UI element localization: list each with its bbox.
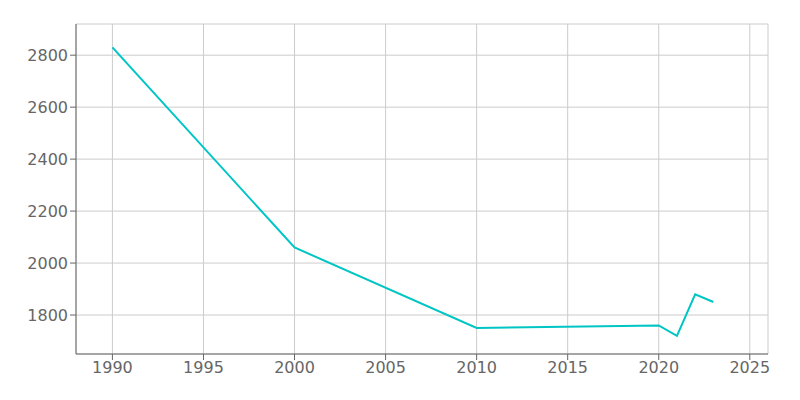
svg-text:1995: 1995	[183, 358, 224, 377]
svg-text:2015: 2015	[547, 358, 588, 377]
svg-text:2010: 2010	[456, 358, 497, 377]
svg-text:2600: 2600	[27, 98, 68, 117]
svg-text:2000: 2000	[274, 358, 315, 377]
svg-text:2005: 2005	[365, 358, 406, 377]
svg-text:2025: 2025	[729, 358, 770, 377]
svg-text:1800: 1800	[27, 306, 68, 325]
svg-text:1990: 1990	[92, 358, 133, 377]
svg-text:2400: 2400	[27, 150, 68, 169]
svg-text:2020: 2020	[638, 358, 679, 377]
svg-text:2000: 2000	[27, 254, 68, 273]
svg-text:2200: 2200	[27, 202, 68, 221]
svg-text:2800: 2800	[27, 46, 68, 65]
